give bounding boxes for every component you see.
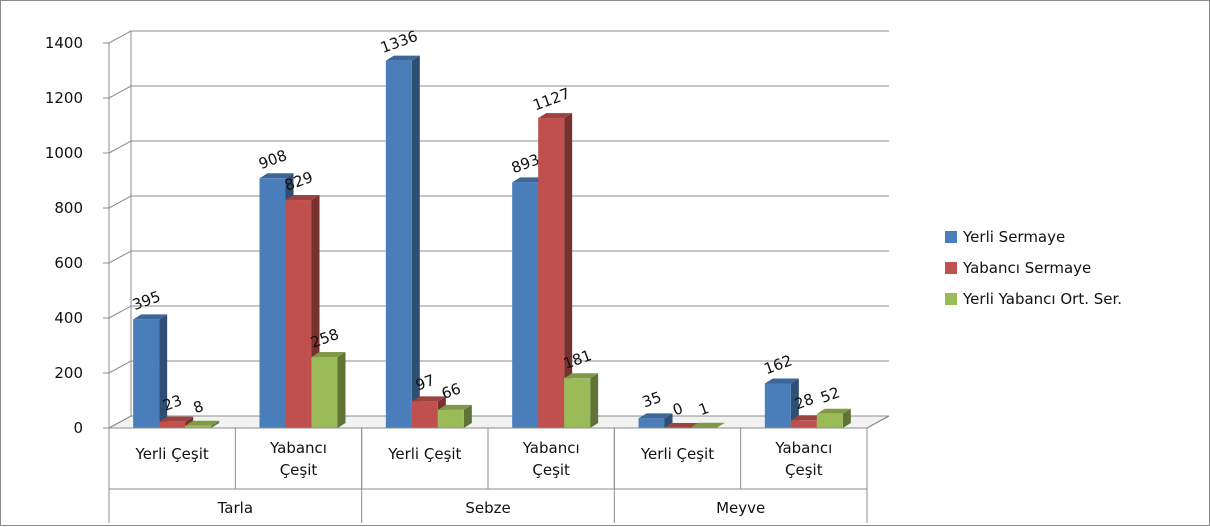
bar-top xyxy=(764,378,799,384)
x-group-label: Sebze xyxy=(465,499,510,517)
data-label: 908 xyxy=(256,146,289,173)
data-label: 28 xyxy=(792,390,816,413)
bar-side xyxy=(564,113,573,428)
bar-top xyxy=(185,420,220,426)
x-group-label: Meyve xyxy=(716,499,765,517)
bar xyxy=(411,401,438,428)
bar-side xyxy=(664,413,673,428)
bar-top xyxy=(285,195,320,201)
bar-top xyxy=(690,422,725,428)
bar xyxy=(816,413,843,428)
bar-top xyxy=(311,352,346,358)
legend-swatch xyxy=(945,293,957,305)
bar-top xyxy=(664,423,699,428)
data-label: 1127 xyxy=(530,84,572,114)
bar xyxy=(512,182,539,428)
bar-top xyxy=(538,113,573,119)
data-label: 395 xyxy=(130,287,163,314)
bar xyxy=(285,200,312,428)
y-tick-label: 800 xyxy=(54,199,83,217)
bar xyxy=(538,118,565,428)
data-label: 8 xyxy=(191,397,206,417)
bar-side xyxy=(590,373,599,428)
bar xyxy=(790,420,817,428)
data-label: 35 xyxy=(640,388,664,411)
bar xyxy=(159,421,186,428)
bar-side xyxy=(411,55,420,428)
y-tick-label: 200 xyxy=(54,364,83,382)
x-category-label: Yabancı xyxy=(269,439,327,457)
x-category-label: Çeşit xyxy=(280,461,318,479)
bar xyxy=(437,409,464,428)
bar-side xyxy=(211,420,220,428)
x-category-label: Yabancı xyxy=(774,439,832,457)
bar-top xyxy=(133,314,168,320)
legend-label: Yerli Sermaye xyxy=(962,228,1065,246)
y-tick-label: 600 xyxy=(54,254,83,272)
bar-top xyxy=(159,416,194,422)
legend-label: Yerli Yabancı Ort. Ser. xyxy=(962,290,1122,308)
gridline-side xyxy=(108,250,132,264)
data-label: 66 xyxy=(439,379,463,402)
x-category-label: Yerli Çeşit xyxy=(640,445,714,463)
x-category-label: Yabancı xyxy=(522,439,580,457)
bar xyxy=(564,378,591,428)
bar-top xyxy=(385,55,420,61)
bar xyxy=(185,425,212,428)
bar xyxy=(259,178,286,428)
x-group-label: Tarla xyxy=(217,499,253,517)
bar-side xyxy=(842,408,851,428)
legend-label: Yabancı Sermaye xyxy=(962,259,1091,277)
bar-top xyxy=(638,413,673,419)
legend-swatch xyxy=(945,262,957,274)
bar xyxy=(385,60,412,428)
y-tick-label: 1000 xyxy=(45,144,83,162)
bar xyxy=(311,357,338,428)
bar-side xyxy=(463,404,472,428)
gridline-side xyxy=(108,30,132,44)
data-label: 97 xyxy=(413,371,437,394)
bar xyxy=(764,383,791,428)
data-label: 893 xyxy=(509,150,542,177)
legend: Yerli Sermaye Yabancı Sermaye Yerli Yabanc… xyxy=(945,228,1122,308)
y-tick-label: 1400 xyxy=(45,34,83,52)
bar-side xyxy=(337,352,346,428)
legend-swatch xyxy=(945,231,957,243)
data-label: 52 xyxy=(818,383,842,406)
data-label: 23 xyxy=(160,391,184,414)
bar-side xyxy=(790,378,799,428)
bar xyxy=(133,319,160,428)
bar-side xyxy=(716,422,725,428)
x-category-label: Yerli Çeşit xyxy=(387,445,461,463)
bar-top xyxy=(790,415,825,421)
bar-top xyxy=(564,373,599,379)
x-category-label: Çeşit xyxy=(532,461,570,479)
bar-top xyxy=(512,177,547,183)
data-label: 162 xyxy=(762,351,795,378)
x-category-label: Çeşit xyxy=(785,461,823,479)
gridline-side xyxy=(108,360,132,374)
x-axis-depth xyxy=(866,415,890,429)
bar-top xyxy=(259,173,294,179)
data-label: 829 xyxy=(282,168,315,195)
gridline-side xyxy=(108,195,132,209)
x-category-label: Yerli Çeşit xyxy=(135,445,209,463)
gridline-side xyxy=(108,415,132,429)
gridline-side xyxy=(108,305,132,319)
gridline-side xyxy=(108,140,132,154)
gridline-side xyxy=(108,85,132,99)
y-tick-label: 0 xyxy=(73,419,83,437)
bar xyxy=(638,418,665,428)
y-tick-label: 1200 xyxy=(45,89,83,107)
bar-top xyxy=(411,396,446,402)
bar-side xyxy=(159,314,168,428)
bar-top xyxy=(816,408,851,414)
bar-top xyxy=(437,404,472,410)
y-tick-label: 400 xyxy=(54,309,83,327)
